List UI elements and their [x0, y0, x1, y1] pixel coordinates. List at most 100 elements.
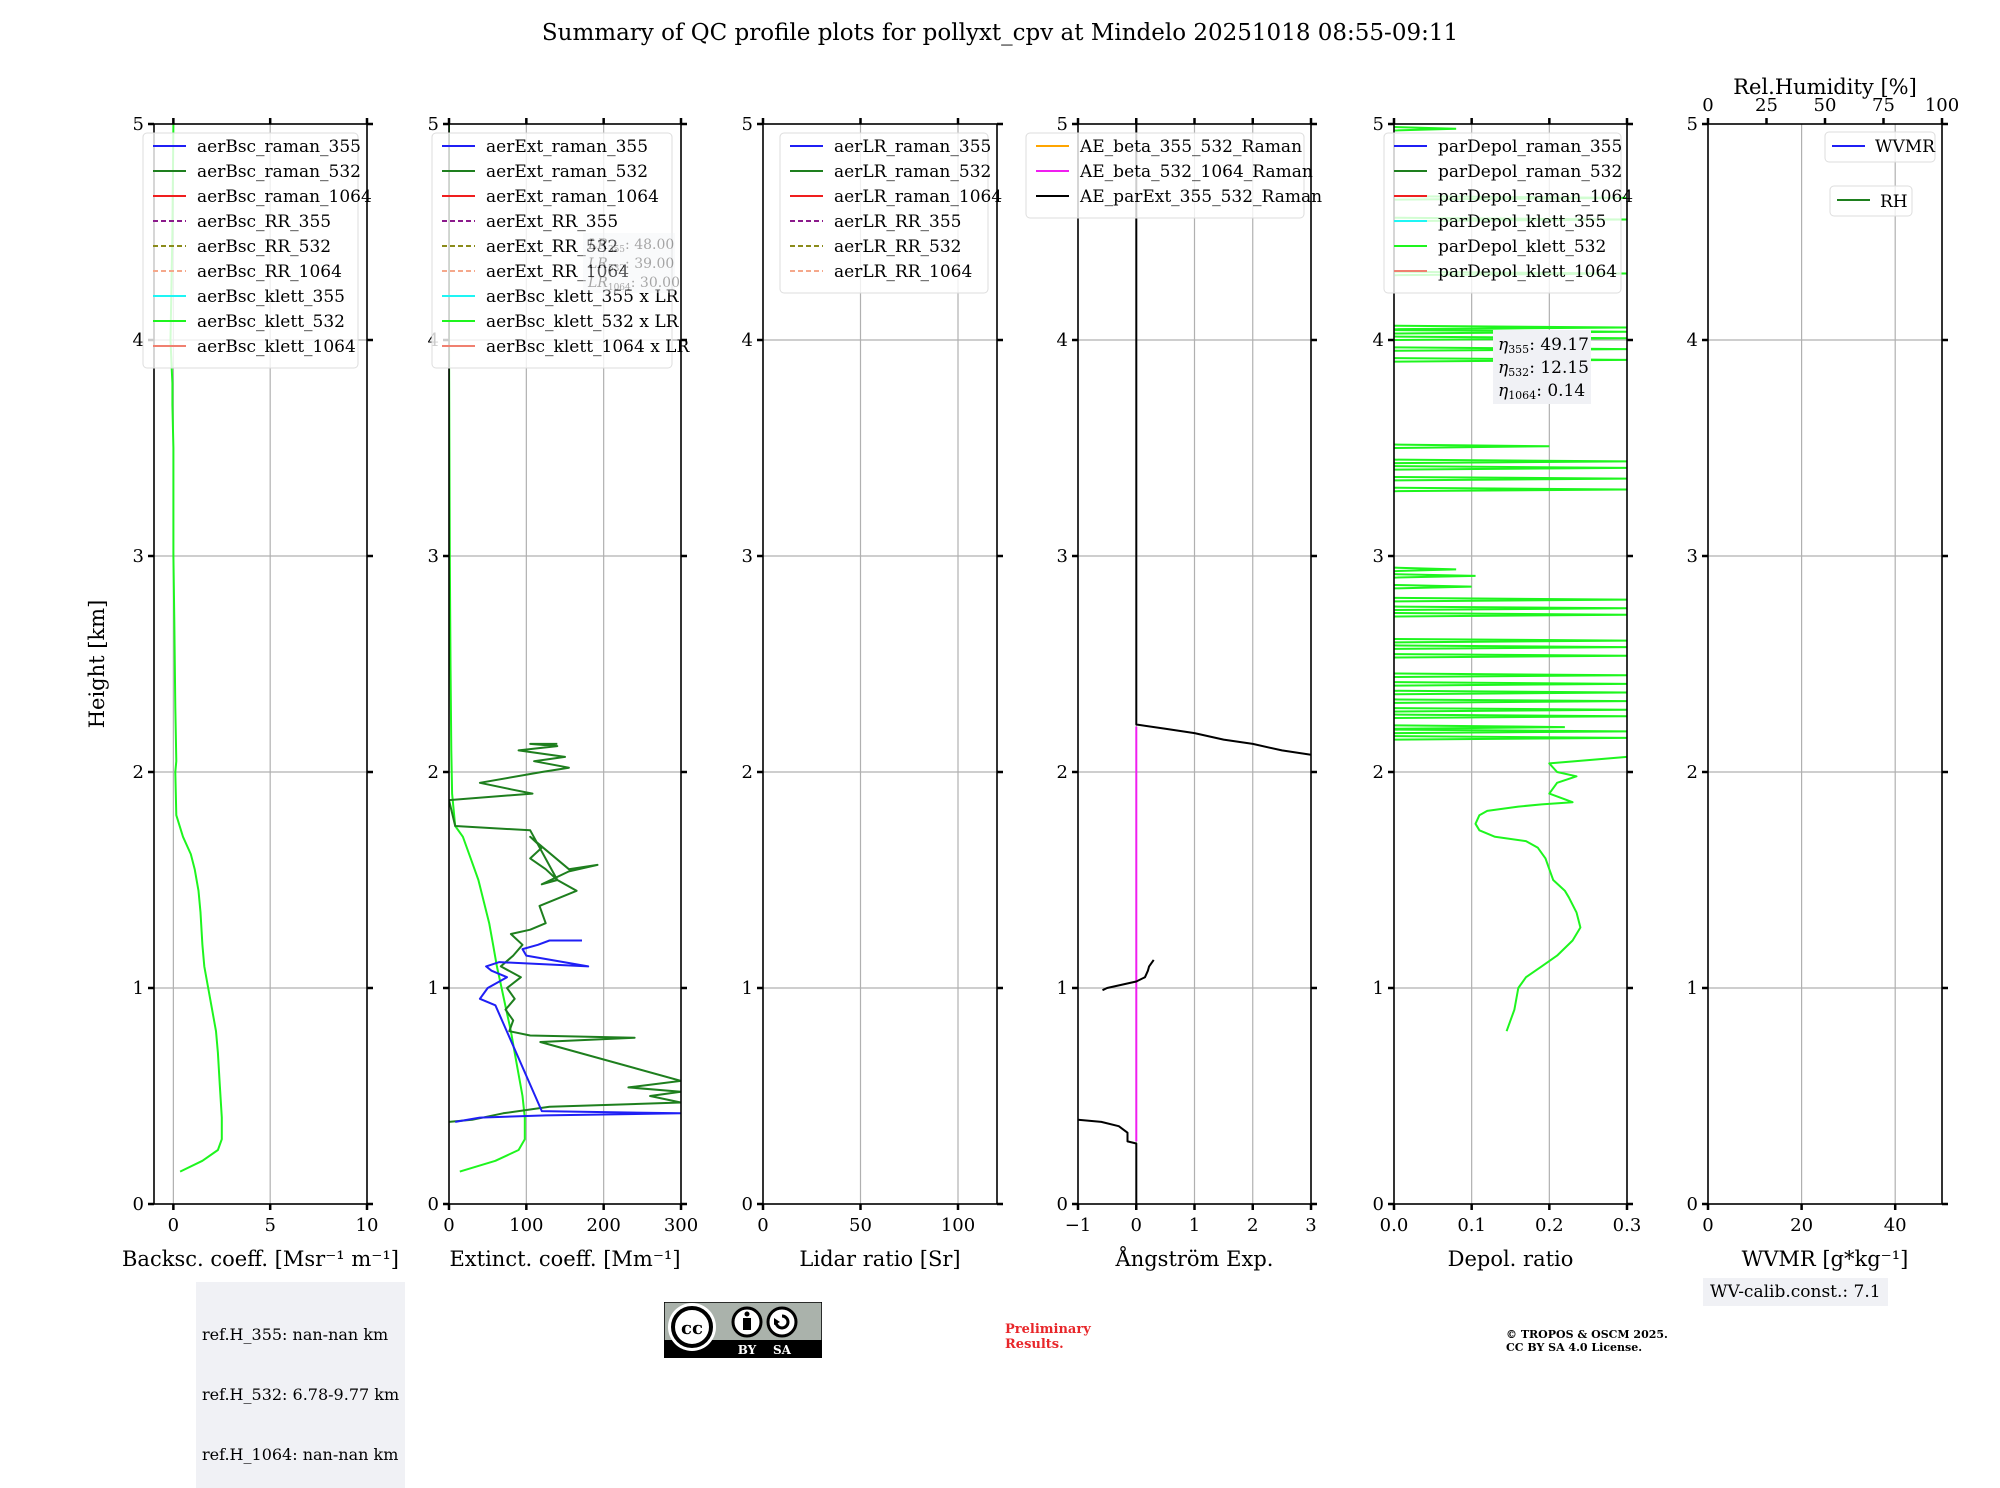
series-spike — [1394, 698, 1627, 704]
cc-by-label: BY — [738, 1343, 757, 1357]
y-tick-label: 3 — [1373, 546, 1384, 567]
y-tick-label: 5 — [428, 114, 439, 135]
y-tick-label: 1 — [1373, 978, 1384, 999]
ref-height-1064: ref.H_1064: nan-nan km — [202, 1445, 399, 1464]
y-tick-label: 0 — [1373, 1194, 1384, 1215]
legend: aerBsc_raman_355 aerBsc_raman_532 aerBsc_r… — [142, 132, 372, 369]
legend-label: aerExt_raman_1064 — [486, 187, 659, 207]
y-tick-label: 1 — [742, 978, 753, 999]
y-tick-label: 5 — [1057, 114, 1068, 135]
legend-wvmr: WVMR — [1824, 131, 1936, 163]
series-spike — [1394, 713, 1627, 719]
y-tick-label: 4 — [742, 330, 753, 351]
y-tick-label: 3 — [1057, 546, 1068, 567]
annotation-bg — [583, 233, 675, 293]
y-tick-label: 3 — [428, 546, 439, 567]
legend-label: parDepol_klett_532 — [1438, 237, 1606, 257]
legend-box — [1025, 132, 1305, 219]
legend-box — [1383, 132, 1622, 294]
series-line — [1135, 124, 1311, 756]
legend-label: parDepol_raman_355 — [1438, 137, 1622, 157]
legend-box — [779, 132, 989, 294]
series-spike — [1394, 681, 1627, 687]
legend-label: aerBsc_raman_355 — [197, 137, 361, 157]
y-tick-label: 4 — [133, 330, 144, 351]
series-line — [449, 124, 526, 1173]
series-line — [449, 742, 681, 1123]
copyright-line-1: © TROPOS & OSCM 2025. — [1506, 1328, 1668, 1341]
series-spike — [1394, 653, 1627, 659]
reference-height-box: ref.H_355: nan-nan km ref.H_532: 6.78-9.… — [196, 1282, 406, 1488]
axes-frame — [448, 123, 682, 1205]
plot-area — [1394, 126, 1627, 1032]
plot-area — [449, 124, 681, 1173]
legend-label: aerBsc_klett_532 — [197, 312, 345, 332]
y-tick-label: 5 — [133, 114, 144, 135]
y-tick-label: 3 — [1687, 546, 1698, 567]
x-tick-label: 0 — [1702, 1215, 1713, 1236]
legend-label: aerExt_RR_1064 — [486, 262, 629, 282]
panel-depol: 0.0 0.1 0.2 0.3 0 1 2 3 4 5 Depol. ratio parDepol_r… — [1373, 114, 1642, 1271]
series-spike — [1394, 475, 1627, 482]
series-spike — [1394, 335, 1627, 341]
series-line — [1102, 959, 1155, 992]
legend-label: aerBsc_RR_532 — [197, 237, 331, 257]
legend-label: aerLR_raman_1064 — [834, 187, 1002, 207]
y-tick-label: 1 — [1687, 978, 1698, 999]
legend-label: aerExt_RR_532 — [486, 237, 618, 257]
axes-frame — [1393, 123, 1628, 1205]
top-x-tick-label: 25 — [1755, 95, 1778, 116]
x-tick-label: 0.3 — [1613, 1215, 1642, 1236]
y-tick-label: 2 — [133, 762, 144, 783]
series-spike — [1394, 728, 1627, 735]
x-tick-label: 3 — [1305, 1215, 1316, 1236]
panel-lidar-ratio: 0 50 100 0 1 2 3 4 5 Lidar ratio [Sr] aerLR_raman_… — [742, 114, 1003, 1271]
legend-label: aerBsc_raman_532 — [197, 162, 361, 182]
x-tick-label: 20 — [1790, 1215, 1813, 1236]
preliminary-line-2: Results. — [1005, 1337, 1064, 1352]
legend-label: AE_parExt_355_532_Raman — [1079, 187, 1322, 207]
legend-label: WVMR — [1875, 137, 1936, 157]
top-x-tick-label: 0 — [1702, 95, 1713, 116]
x-tick-label: 0.1 — [1457, 1215, 1486, 1236]
ref-height-355: ref.H_355: nan-nan km — [202, 1325, 389, 1344]
annotation-line: LR355: 48.00 — [587, 237, 674, 255]
series-spike — [1394, 724, 1565, 730]
series-spike — [1394, 458, 1627, 465]
series-spike — [1394, 465, 1627, 471]
axes-frame — [1707, 123, 1943, 1205]
cc-sa-label: SA — [773, 1343, 792, 1357]
legend-label: parDepol_raman_1064 — [1438, 187, 1633, 207]
ref-height-532: ref.H_532: 6.78-9.77 km — [202, 1385, 400, 1404]
x-axis-label: Lidar ratio [Sr] — [799, 1247, 960, 1271]
series-spike — [1394, 357, 1627, 363]
legend-rh: RH — [1829, 185, 1913, 217]
plot-area — [1078, 124, 1311, 1204]
y-tick-label: 0 — [1687, 1194, 1698, 1215]
legend-label: aerExt_raman_532 — [486, 162, 648, 182]
plot-area — [169, 124, 223, 1173]
legend: AE_beta_355_532_Raman AE_beta_532_1064_Ra… — [1025, 132, 1322, 219]
annotation-line: LR1064: 30.00 — [587, 275, 680, 293]
y-tick-label: 4 — [1373, 330, 1384, 351]
top-x-tick-label: 50 — [1814, 95, 1837, 116]
preliminary-line-1: Preliminary — [1005, 1322, 1091, 1337]
legend-label: parDepol_klett_1064 — [1438, 262, 1617, 282]
legend-label: aerLR_RR_1064 — [834, 262, 972, 282]
series-spike — [1394, 644, 1627, 650]
legend: aerExt_raman_355 aerExt_raman_532 aerExt_r… — [431, 132, 690, 369]
y-tick-label: 0 — [133, 1194, 144, 1215]
y-tick-label: 1 — [1057, 978, 1068, 999]
y-tick-label: 0 — [428, 1194, 439, 1215]
legend-label: aerLR_raman_532 — [834, 162, 991, 182]
legend-label: aerBsc_klett_355 — [197, 287, 345, 307]
legend-label: parDepol_klett_355 — [1438, 212, 1606, 232]
x-tick-label: 0.0 — [1380, 1215, 1409, 1236]
copyright-line-2: CC BY SA 4.0 License. — [1506, 1341, 1643, 1354]
series-spike — [1394, 583, 1472, 590]
legend-label: aerExt_raman_355 — [486, 137, 648, 157]
legend-label: AE_beta_532_1064_Raman — [1079, 162, 1313, 182]
annotation-line: LR532: 39.00 — [587, 256, 674, 274]
